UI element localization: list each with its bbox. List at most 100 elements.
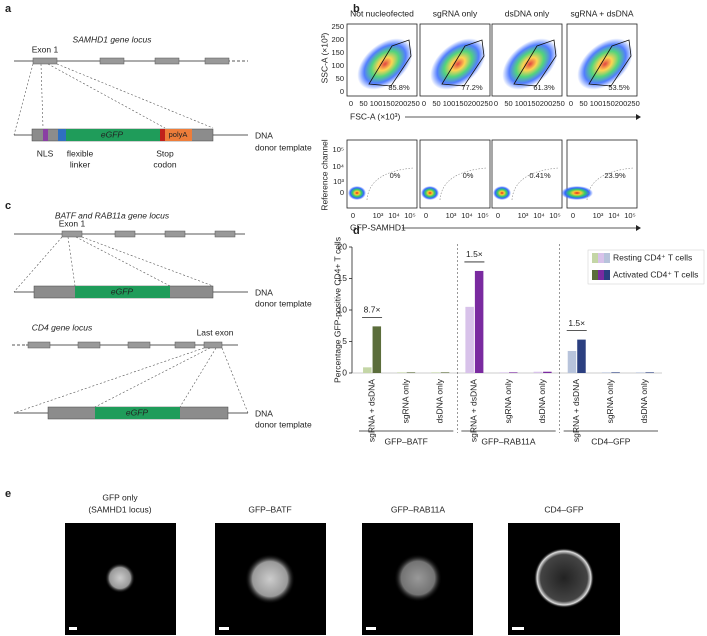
y-tick-label: 50 [336, 74, 344, 83]
feature-label: NLS [37, 148, 54, 158]
x-tick-label: sgRNA + dsDNA [469, 379, 479, 442]
y-tick-label: 150 [331, 48, 344, 57]
panel-a: SAMHD1 gene locus Exon 1 eGFP polyA DNA … [13, 34, 312, 169]
x-tick-label: 200 [540, 99, 553, 108]
template-label: donor template [255, 298, 312, 308]
legend-label: Activated CD4⁺ T cells [613, 269, 698, 279]
panel-label: b [353, 3, 360, 15]
feature-label: linker [70, 159, 90, 169]
gate-value: 53.5% [608, 83, 630, 92]
y-tick-label: 15 [338, 273, 348, 283]
density [502, 38, 558, 90]
x-tick-label: 0 [422, 99, 426, 108]
x-tick-label: 150 [527, 99, 540, 108]
bar [601, 372, 611, 373]
panel-e: GFP only (SAMHD1 locus) GFP–BATF GFP–RAB… [65, 492, 620, 635]
x-tick-label: 200 [615, 99, 628, 108]
x-tick-label: sgRNA only [605, 378, 615, 423]
panel-d: Percentage GFP-positive CD4+ T cells 0 5 1… [332, 237, 705, 446]
y-tick-label: 10⁴ [332, 162, 344, 171]
y-tick-label: 20 [338, 241, 348, 251]
y-tick-label: 10³ [333, 177, 344, 186]
annotation: 1.5× [466, 249, 483, 259]
x-tick-label: 10⁵ [549, 211, 560, 220]
bar [509, 372, 518, 373]
image-title: GFP–RAB11A [391, 504, 446, 514]
bar [363, 367, 372, 373]
template-label: DNA [255, 287, 273, 297]
gate-value: 77.2% [461, 83, 483, 92]
x-tick-label: 10⁴ [608, 211, 620, 220]
column-title: sgRNA + dsDNA [570, 8, 633, 18]
x-tick-label: 10³ [518, 211, 529, 220]
x-tick-label: 50 [359, 99, 367, 108]
gate-value: 0.41% [529, 171, 551, 180]
bar [635, 372, 645, 373]
y-tick-label: 0 [340, 188, 344, 197]
x-tick-label: sgRNA only [400, 378, 410, 423]
bar [567, 350, 577, 373]
bar [533, 371, 543, 373]
panel-b: SSC-A (×10³) FSC-A (×10³) Reference chan… [319, 8, 641, 232]
x-tick-label: 150 [602, 99, 615, 108]
column-title: Not nucleofected [350, 8, 414, 18]
image-title: CD4–GFP [544, 504, 584, 514]
column-title: dsDNA only [505, 8, 550, 18]
bar [543, 371, 552, 373]
x-tick-label: 50 [432, 99, 440, 108]
exon-label: Exon 1 [32, 44, 59, 54]
gate [368, 39, 412, 87]
bar [465, 306, 474, 373]
panel-label: c [5, 200, 11, 212]
feature-label: codon [153, 159, 176, 169]
locus-title: CD4 gene locus [32, 322, 93, 332]
x-tick-label: 0 [424, 211, 428, 220]
x-tick-label: 10³ [373, 211, 384, 220]
group-label: GFP–BATF [385, 436, 428, 446]
legend-swatch [604, 270, 610, 280]
gate [513, 39, 557, 87]
legend-swatch [604, 253, 610, 263]
y-tick-label: 5 [342, 336, 347, 346]
legend-swatch [592, 253, 598, 263]
x-tick-label: 10⁵ [404, 211, 415, 220]
y-tick-label: 10 [338, 304, 348, 314]
legend-label: Resting CD4⁺ T cells [613, 252, 692, 262]
x-tick-label: dsDNA only [639, 378, 649, 423]
y-tick-label: 200 [331, 35, 344, 44]
exon-label: Exon 1 [59, 218, 86, 228]
density [357, 38, 413, 90]
bar [431, 372, 440, 373]
gate [588, 39, 632, 87]
template-label: DNA [255, 130, 273, 140]
group-label: CD4–GFP [591, 436, 631, 446]
feature-label: Stop [156, 148, 174, 158]
bar [440, 372, 450, 373]
annotation: 8.7× [364, 305, 381, 315]
bar [474, 270, 484, 373]
gate-value: 0% [390, 171, 401, 180]
x-tick-label: dsDNA only [537, 378, 547, 423]
x-tick-label: 50 [579, 99, 587, 108]
x-tick-label: 0 [351, 211, 355, 220]
x-tick-label: 0 [496, 211, 500, 220]
density [421, 186, 439, 200]
insert-label: eGFP [101, 129, 124, 139]
insert-label: eGFP [111, 286, 134, 296]
panel-c: BATF and RAB11a gene locus Exon 1 eGFP D… [12, 210, 312, 429]
x-tick-label: 250 [407, 99, 420, 108]
insert-label: eGFP [126, 407, 149, 417]
axis-label: Reference channel [319, 139, 329, 210]
axis-label: GFP-SAMHD1 [350, 222, 406, 232]
x-tick-label: 50 [504, 99, 512, 108]
panel-label: e [5, 488, 11, 500]
bar [611, 372, 620, 373]
image-title: (SAMHD1 locus) [88, 504, 151, 514]
x-tick-label: 10⁵ [477, 211, 488, 220]
x-tick-label: sgRNA + dsDNA [366, 379, 376, 442]
locus-title: SAMHD1 gene locus [73, 34, 153, 44]
panel-label: a [5, 3, 12, 15]
bar [397, 372, 406, 373]
density [430, 38, 486, 90]
gate-value: 0% [463, 171, 474, 180]
